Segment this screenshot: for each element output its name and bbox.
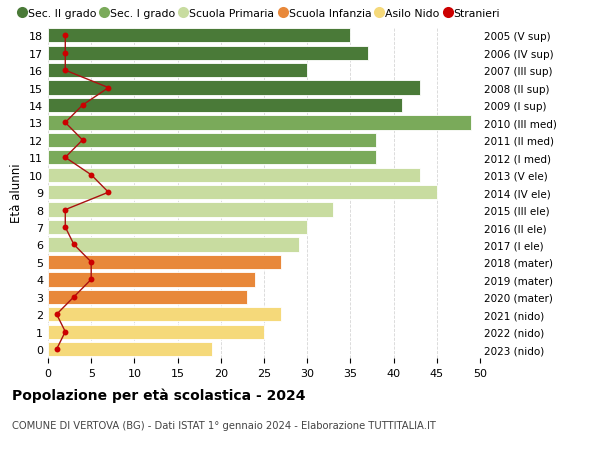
Point: [104, 189, 113, 196]
Point: [86, 259, 96, 266]
Bar: [48, 168, 419, 183]
Point: [61, 33, 70, 40]
Bar: [48, 203, 333, 217]
Point: [61, 154, 70, 162]
Bar: [48, 220, 307, 235]
Point: [61, 119, 70, 127]
Point: [61, 224, 70, 231]
Point: [61, 207, 70, 214]
Bar: [48, 255, 281, 269]
Bar: [48, 308, 281, 322]
Point: [78, 137, 88, 144]
Bar: [48, 342, 212, 357]
Y-axis label: Età alunni: Età alunni: [10, 163, 23, 223]
Bar: [48, 290, 247, 304]
Bar: [48, 81, 419, 95]
Point: [69, 293, 79, 301]
Text: Popolazione per età scolastica - 2024: Popolazione per età scolastica - 2024: [12, 388, 305, 403]
Point: [61, 50, 70, 57]
Bar: [48, 325, 264, 339]
Point: [52, 311, 61, 318]
Point: [104, 85, 113, 92]
Bar: [48, 238, 299, 252]
Bar: [48, 185, 437, 200]
Bar: [48, 64, 307, 78]
Point: [78, 102, 88, 110]
Point: [86, 172, 96, 179]
Bar: [48, 134, 376, 148]
Text: COMUNE DI VERTOVA (BG) - Dati ISTAT 1° gennaio 2024 - Elaborazione TUTTITALIA.IT: COMUNE DI VERTOVA (BG) - Dati ISTAT 1° g…: [12, 420, 436, 430]
Point: [61, 328, 70, 336]
Point: [69, 241, 79, 249]
Point: [86, 276, 96, 283]
Bar: [48, 46, 368, 61]
Point: [52, 346, 61, 353]
Legend: Sec. II grado, Sec. I grado, Scuola Primaria, Scuola Infanzia, Asilo Nido, Stran: Sec. II grado, Sec. I grado, Scuola Prim…: [19, 9, 500, 19]
Bar: [48, 99, 402, 113]
Bar: [48, 273, 256, 287]
Bar: [48, 116, 472, 130]
Bar: [48, 151, 376, 165]
Point: [61, 67, 70, 75]
Bar: [48, 29, 350, 43]
